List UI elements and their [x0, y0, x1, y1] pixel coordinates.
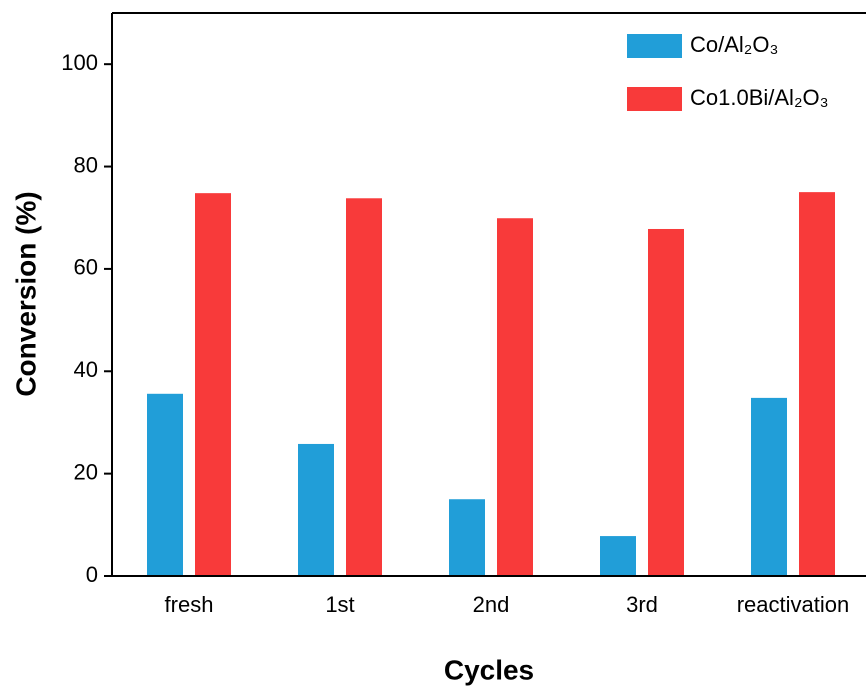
- x-axis-title: Cycles: [444, 654, 534, 685]
- bar: [449, 499, 485, 576]
- legend-swatch: [627, 34, 682, 58]
- x-tick-label: reactivation: [737, 592, 850, 617]
- legend-label: Co/Al₂O₃: [690, 32, 778, 57]
- bar: [648, 228, 684, 576]
- y-tick-label: 20: [74, 459, 98, 484]
- y-tick-label: 0: [86, 562, 98, 587]
- y-tick-label: 40: [74, 357, 98, 382]
- bar: [147, 393, 183, 576]
- y-tick-label: 60: [74, 255, 98, 280]
- bar: [600, 536, 636, 576]
- y-tick-label: 80: [74, 152, 98, 177]
- y-axis-title: Conversion (%): [10, 191, 41, 396]
- legend-label: Co1.0Bi/Al₂O₃: [690, 85, 829, 110]
- x-tick-label: 3rd: [626, 592, 658, 617]
- bar: [799, 192, 835, 577]
- bar: [298, 443, 334, 576]
- x-tick-label: fresh: [165, 592, 214, 617]
- bar: [751, 397, 787, 576]
- legend-swatch: [627, 87, 682, 111]
- x-tick-label: 1st: [325, 592, 354, 617]
- bar: [497, 218, 533, 577]
- bar: [346, 198, 382, 576]
- x-tick-label: 2nd: [473, 592, 510, 617]
- y-tick-label: 100: [61, 50, 98, 75]
- bar: [195, 193, 231, 576]
